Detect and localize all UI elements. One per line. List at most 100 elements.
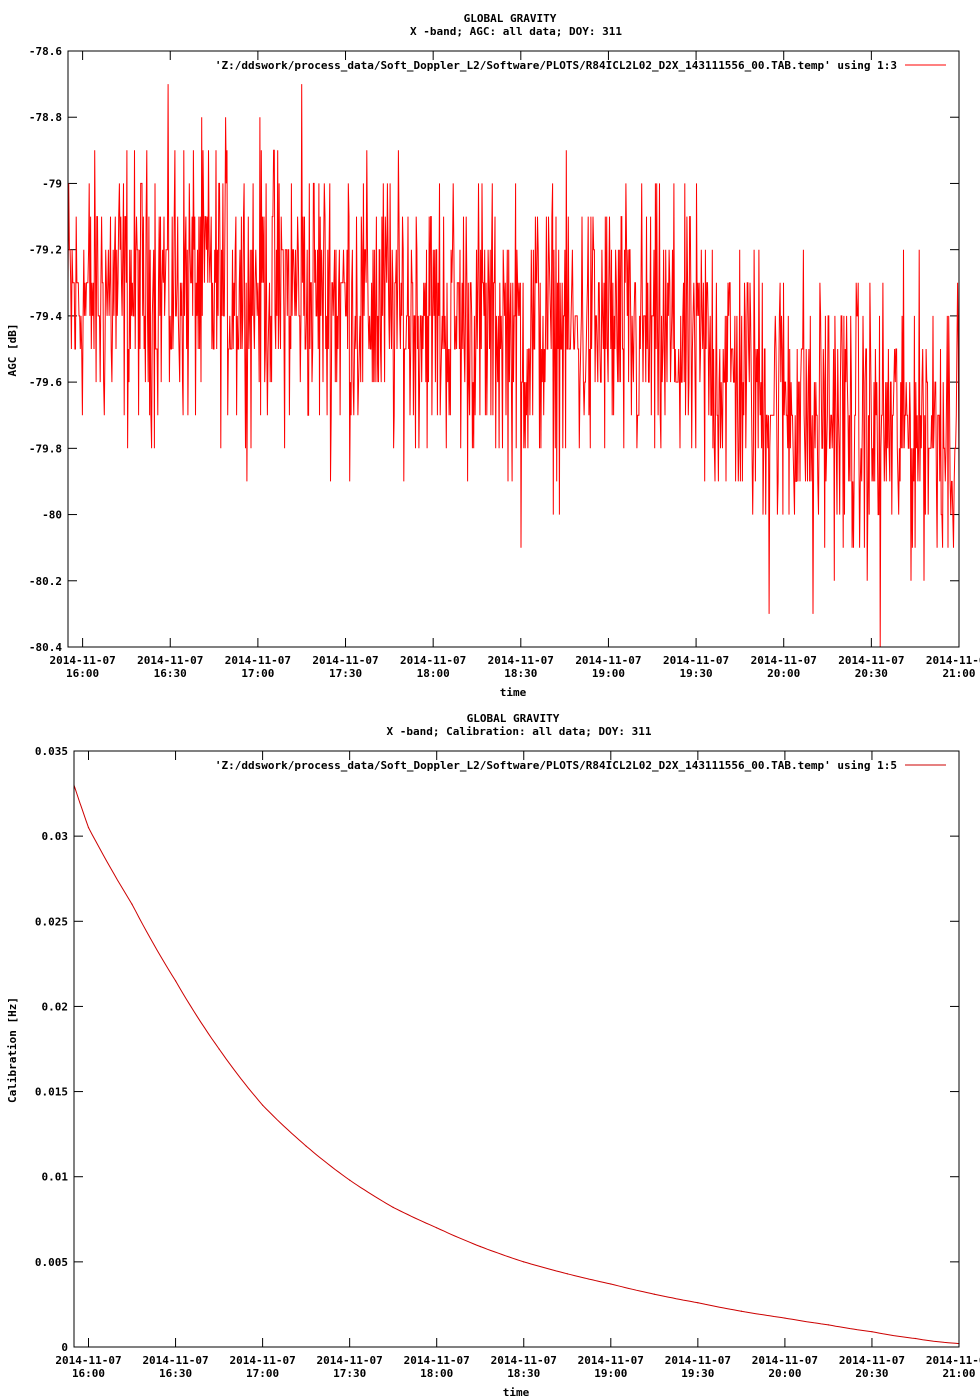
calibration-chart-title: GLOBAL GRAVITY — [467, 712, 560, 725]
agc-x-tick-date: 2014-11-07 — [49, 654, 115, 667]
calibration-x-tick-time: 18:30 — [507, 1367, 540, 1380]
calibration-x-tick-time: 17:00 — [246, 1367, 279, 1380]
calibration-y-tick-label: 0.02 — [42, 1000, 69, 1013]
calibration-data-point — [740, 1310, 742, 1312]
agc-x-axis-label: time — [500, 686, 527, 699]
calibration-x-tick-date: 2014-11-07 — [578, 1354, 644, 1367]
agc-x-tick-date: 2014-11-07 — [137, 654, 203, 667]
calibration-x-axis-label: time — [503, 1386, 530, 1399]
agc-x-tick-time: 19:00 — [592, 667, 625, 680]
calibration-legend-label: 'Z:/ddswork/process_data/Soft_Doppler_L2… — [215, 759, 897, 772]
agc-x-tick-time: 19:30 — [680, 667, 713, 680]
calibration-x-tick-time: 19:00 — [594, 1367, 627, 1380]
agc-x-tick-date: 2014-11-07 — [926, 654, 980, 667]
agc-x-tick-date: 2014-11-07 — [575, 654, 641, 667]
agc-x-tick-time: 20:30 — [855, 667, 888, 680]
agc-x-tick-date: 2014-11-07 — [663, 654, 729, 667]
agc-y-tick-label: -80.4 — [29, 641, 62, 654]
calibration-y-axis-label: Calibration [Hz] — [6, 997, 19, 1103]
calibration-data-point — [218, 1048, 220, 1050]
calibration-y-tick-label: 0.015 — [35, 1086, 68, 1099]
agc-y-tick-label: -79.6 — [29, 376, 62, 389]
agc-x-tick-date: 2014-11-07 — [751, 654, 817, 667]
agc-x-tick-date: 2014-11-07 — [225, 654, 291, 667]
calibration-x-tick-time: 21:00 — [942, 1367, 975, 1380]
agc-y-tick-label: -78.8 — [29, 111, 62, 124]
calibration-data-point — [349, 1179, 351, 1181]
calibration-data-point — [131, 903, 133, 905]
calibration-x-tick-time: 17:30 — [333, 1367, 366, 1380]
agc-y-tick-label: -79.4 — [29, 310, 62, 323]
calibration-x-tick-date: 2014-11-07 — [229, 1354, 295, 1367]
calibration-y-tick-label: 0.03 — [42, 830, 69, 843]
agc-y-tick-label: -79.2 — [29, 244, 62, 257]
calibration-data-point — [174, 980, 177, 982]
agc-y-tick-label: -79.8 — [29, 442, 62, 455]
calibration-y-tick-label: 0 — [61, 1341, 68, 1354]
agc-y-tick-label: -80 — [42, 509, 62, 522]
calibration-data-point — [566, 1273, 568, 1275]
calibration-data-point — [305, 1145, 307, 1147]
calibration-chart-subtitle: X -band; Calibration: all data; DOY: 311 — [387, 725, 652, 738]
agc-x-tick-date: 2014-11-07 — [488, 654, 554, 667]
agc-y-tick-label: -79 — [42, 177, 62, 190]
calibration-data-point — [697, 1302, 699, 1304]
calibration-series-line — [73, 784, 960, 1345]
agc-chart: GLOBAL GRAVITY X -band; AGC: all data; D… — [6, 12, 980, 699]
calibration-y-tick-label: 0.01 — [42, 1171, 69, 1184]
calibration-x-tick-time: 19:30 — [681, 1367, 714, 1380]
calibration-data-point — [262, 1104, 264, 1106]
agc-x-tick-date: 2014-11-07 — [312, 654, 378, 667]
agc-x-tick-date: 2014-11-07 — [400, 654, 466, 667]
calibration-x-tick-time: 16:00 — [72, 1367, 105, 1380]
calibration-plot-border — [73, 750, 960, 1348]
agc-x-tick-time: 16:30 — [154, 667, 187, 680]
calibration-data-point — [479, 1245, 481, 1248]
agc-x-tick-time: 17:00 — [241, 667, 274, 680]
calibration-data-point — [784, 1317, 786, 1319]
agc-x-tick-time: 21:00 — [942, 667, 975, 680]
agc-chart-title: GLOBAL GRAVITY — [464, 12, 557, 25]
agc-x-tick-time: 18:00 — [417, 667, 450, 680]
calibration-data-point — [610, 1283, 612, 1285]
agc-x-tick-time: 16:00 — [66, 667, 99, 680]
calibration-y-tick-label: 0.035 — [35, 745, 68, 758]
calibration-series-path — [73, 784, 960, 1345]
calibration-x-tick-time: 20:00 — [768, 1367, 801, 1380]
agc-y-tick-label: -78.6 — [29, 45, 62, 58]
agc-plot-border — [67, 50, 960, 648]
calibration-x-tick-date: 2014-11-07 — [926, 1354, 980, 1367]
agc-series-line — [67, 84, 960, 648]
calibration-data-point — [87, 827, 90, 829]
calibration-axis-ticks: 0.0350.030.0250.020.0150.010.00502014-11… — [35, 745, 980, 1380]
calibration-data-point — [871, 1331, 873, 1333]
calibration-x-tick-time: 20:30 — [855, 1367, 888, 1380]
calibration-x-tick-date: 2014-11-07 — [491, 1354, 557, 1367]
agc-y-tick-label: -80.2 — [29, 575, 62, 588]
agc-x-tick-date: 2014-11-07 — [838, 654, 904, 667]
calibration-x-tick-date: 2014-11-07 — [665, 1354, 731, 1367]
agc-axis-ticks: -78.6 -78.8 -79 -79.2 -79.4 -79.6 -79.8 -80 -80.… — [29, 45, 980, 680]
calibration-legend: 'Z:/ddswork/process_data/Soft_Doppler_L2… — [215, 759, 946, 772]
agc-chart-subtitle: X -band; AGC: all data; DOY: 311 — [410, 25, 622, 38]
calibration-x-tick-time: 16:30 — [159, 1367, 192, 1380]
calibration-data-point — [653, 1293, 655, 1295]
calibration-x-tick-date: 2014-11-07 — [404, 1354, 470, 1367]
calibration-data-point — [436, 1227, 438, 1229]
calibration-y-tick-label: 0.005 — [35, 1256, 68, 1269]
agc-x-tick-time: 18:30 — [504, 667, 537, 680]
calibration-x-tick-date: 2014-11-07 — [317, 1354, 383, 1367]
calibration-data-point — [827, 1324, 830, 1326]
calibration-x-tick-date: 2014-11-07 — [55, 1354, 121, 1367]
calibration-x-tick-date: 2014-11-07 — [142, 1354, 208, 1367]
calibration-chart: GLOBAL GRAVITY X -band; Calibration: all… — [6, 712, 980, 1399]
agc-series-path — [67, 84, 960, 648]
agc-legend-label: 'Z:/ddswork/process_data/Soft_Doppler_L2… — [215, 59, 897, 72]
agc-x-tick-time: 17:30 — [329, 667, 362, 680]
calibration-data-point — [914, 1337, 917, 1340]
calibration-x-tick-time: 18:00 — [420, 1367, 453, 1380]
agc-y-axis-label: AGC [dB] — [6, 324, 19, 377]
calibration-y-tick-label: 0.025 — [35, 915, 68, 928]
calibration-data-point — [523, 1261, 525, 1263]
